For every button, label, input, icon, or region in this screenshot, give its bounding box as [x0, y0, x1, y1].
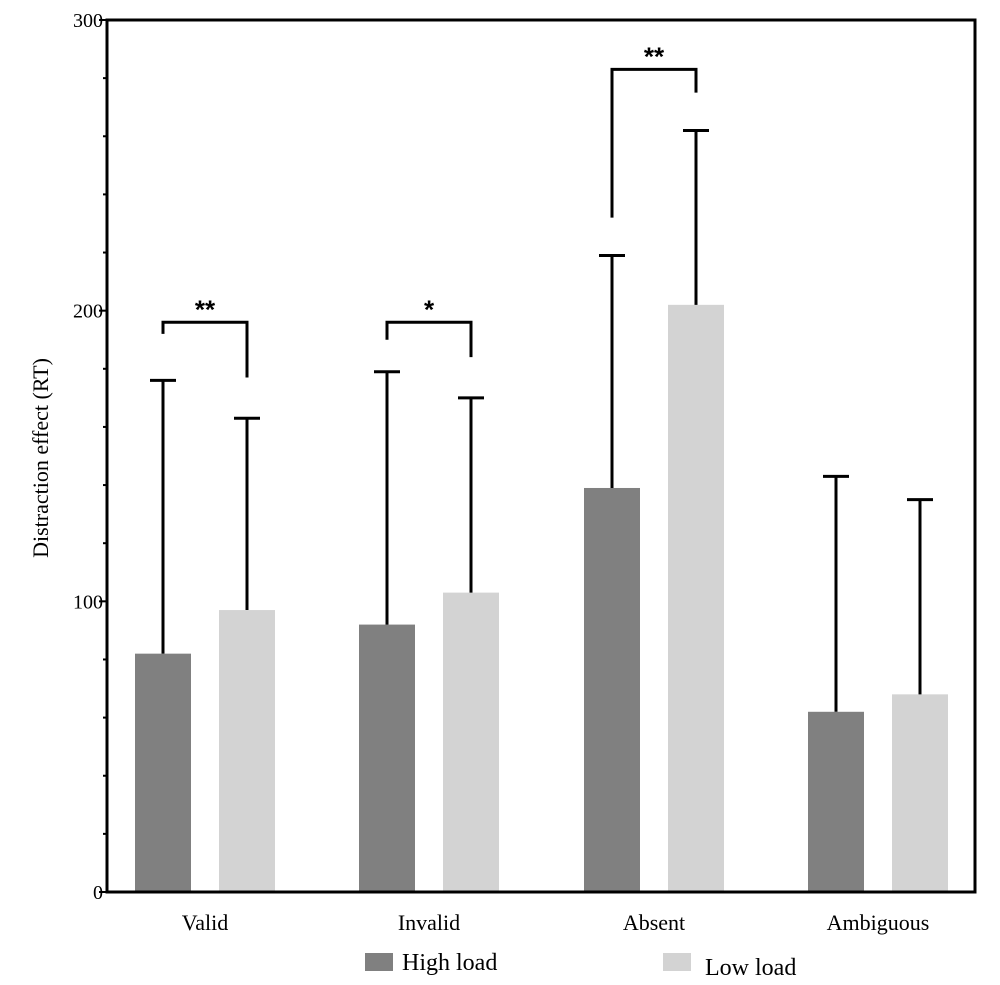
bars-layer	[135, 304, 948, 892]
x-category-label: Valid	[182, 910, 228, 935]
x-axis-categories: Valid Invalid Absent Ambiguous	[182, 910, 930, 935]
y-tick-label: 100	[73, 591, 103, 613]
significance-bracket	[610, 67, 698, 218]
y-axis: 0 100 200 300	[73, 10, 107, 904]
bar-high-load-valid	[135, 653, 191, 892]
significance-label: **	[195, 294, 216, 324]
y-axis-title: Distraction effect (RT)	[28, 358, 53, 558]
legend-swatch-high-load	[365, 953, 393, 971]
y-tick-label: 0	[93, 882, 103, 904]
error-bars-layer	[150, 128, 933, 712]
legend-label-high-load: High load	[402, 950, 497, 976]
significance-bracket	[161, 320, 249, 378]
significance-label: *	[424, 294, 435, 324]
plot-frame	[105, 18, 977, 894]
bar-high-load-invalid	[359, 624, 415, 892]
bar-high-load-absent	[584, 487, 640, 892]
legend-swatch-low-load	[663, 953, 691, 971]
significance-layer: ** ***	[161, 41, 698, 378]
x-category-label: Ambiguous	[827, 910, 930, 935]
y-tick-label: 200	[73, 301, 103, 323]
legend: High load Low load	[365, 950, 796, 981]
legend-label-low-load: Low load	[705, 955, 796, 981]
plot-border	[105, 18, 977, 894]
bar-low-load-valid	[219, 610, 275, 892]
bar-low-load-absent	[668, 304, 724, 892]
y-tick-label: 300	[73, 10, 103, 32]
significance-bracket	[385, 320, 473, 358]
x-category-label: Invalid	[398, 910, 460, 935]
bar-high-load-ambiguous	[808, 711, 864, 892]
x-category-label: Absent	[623, 910, 685, 935]
bar-low-load-ambiguous	[892, 694, 948, 892]
bar-low-load-invalid	[443, 592, 499, 892]
significance-label: **	[644, 41, 665, 71]
